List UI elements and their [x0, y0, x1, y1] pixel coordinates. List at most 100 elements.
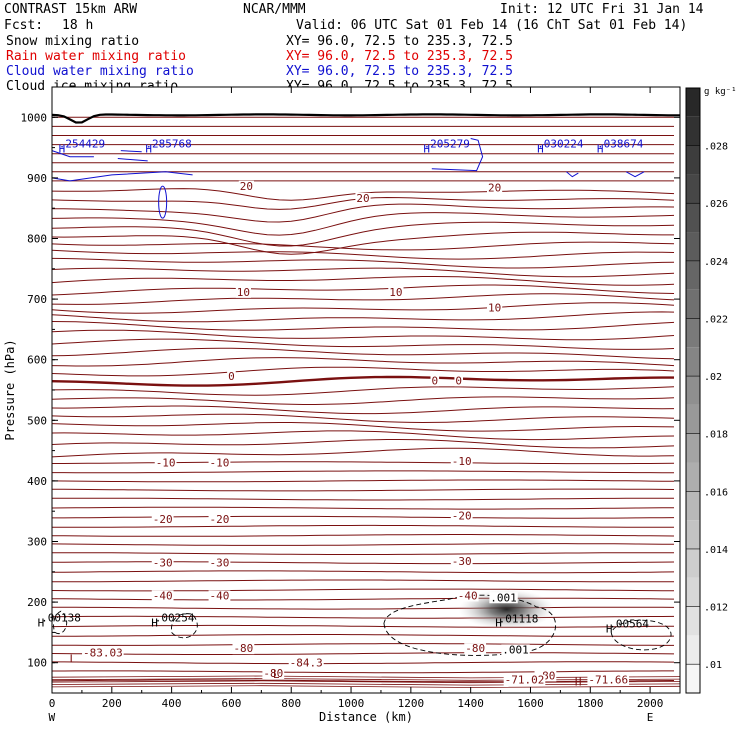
ice-extremum-marker: H [151, 616, 158, 629]
temp-extremum-value: -84.3 [290, 657, 323, 670]
isotherm-label: 10 [488, 302, 501, 315]
isotherm-label-bg [232, 643, 255, 655]
isotherm-line [51, 534, 675, 537]
field-snow-xy: XY= 96.0, 72.5 to 235.3, 72.5 [286, 34, 513, 49]
y-tick-label: 1000 [21, 111, 48, 124]
y-tick-label: 600 [27, 354, 47, 367]
colorbar-segment [686, 260, 700, 290]
colorbar-segment [686, 318, 700, 348]
isotherm-label-bg [227, 371, 236, 383]
isotherm-line [51, 624, 675, 628]
cloud-water-extremum-marker: H [597, 142, 604, 155]
x-tick-label: 600 [221, 697, 241, 710]
isotherm-line [51, 321, 675, 331]
colorbar-unit: g kg⁻¹ [704, 87, 737, 97]
isotherm-label: 0 [228, 370, 235, 383]
isotherm-label: -40 [458, 589, 478, 602]
east-label: E [647, 711, 654, 724]
field-snow-name: Snow mixing ratio [6, 34, 140, 49]
cloud-water-contour [566, 171, 579, 178]
x-tick-label: 1600 [517, 697, 544, 710]
isotherm-label: -10 [452, 455, 472, 468]
colorbar-tick-label: .01 [704, 660, 722, 671]
cloud-water-extremum-marker: H [423, 142, 430, 155]
isotherm-line [51, 430, 675, 441]
temp-extremum-value-bg [587, 674, 630, 686]
ice-contour [383, 594, 557, 656]
isotherm-line [52, 552, 674, 555]
y-tick-label: 300 [27, 536, 47, 549]
colorbar-segment [686, 88, 700, 117]
cloud-water-extremum-marker: H [59, 142, 66, 155]
isotherm-label-bg [430, 375, 440, 387]
isotherm-line [51, 488, 675, 492]
cloud-water-contours [51, 138, 645, 219]
isotherm-line [52, 634, 675, 637]
snow-maximum [458, 589, 555, 630]
colorbar-segment [686, 491, 700, 521]
x-tick-label: 1400 [457, 697, 484, 710]
isotherm-label-bg [151, 514, 174, 526]
isotherm-label: 20 [488, 182, 501, 195]
temp-extremum-value: -71.02 [505, 674, 545, 687]
isotherm-line [51, 543, 675, 546]
isotherm-label-bg [450, 455, 473, 467]
freezing-level-isotherm [51, 375, 674, 387]
isotherm-label-bg [454, 375, 464, 387]
isotherm-line [51, 479, 675, 483]
colorbar-segment [686, 606, 700, 636]
contour-labels: -80 -80-80 -80-40 -40 -40-30 -30 -30-20 -20 -20-… [38, 137, 650, 688]
axes: 0 200 400 600 800 1000 1200 1400 1600 1800 2000100… [3, 86, 681, 724]
isotherm-line [51, 652, 675, 655]
colorbar: .01 .012 .014 .016 .018 .02 .022 .024 .026 .028 g … [685, 87, 737, 694]
isotherm-line [52, 670, 674, 674]
cloud-water-extremum-marker: H [537, 142, 544, 155]
x-axis-label: Distance (km) [319, 710, 413, 724]
y-axis-label: Pressure (hPa) [3, 339, 17, 440]
x-tick-label: 2000 [637, 697, 664, 710]
cloud-water-contour [158, 185, 168, 219]
colorbar-segment [686, 635, 700, 665]
x-tick-label: 1200 [398, 697, 425, 710]
field-rain-name: Rain water mixing ratio [6, 49, 187, 64]
y-tick-label: 200 [27, 596, 47, 609]
isotherm-line [51, 643, 674, 646]
isotherm-line [51, 249, 675, 260]
isotherm-label-bg [388, 286, 404, 298]
temp-extremum-value-bg [288, 657, 324, 669]
colorbar-frame [685, 87, 701, 694]
isotherm-line [51, 257, 675, 269]
isotherm-label-bg [208, 514, 231, 526]
isotherm-label-bg [456, 590, 479, 602]
isotherm-line [51, 347, 675, 360]
ice-extremum-marker: H [495, 616, 502, 629]
isotherm-line [51, 338, 675, 350]
cloud-water-extremum-value: .038674 [597, 137, 644, 150]
colorbar-segment [686, 520, 700, 549]
isotherm-label: -20 [210, 513, 230, 526]
isotherm-line [51, 447, 675, 458]
x-tick-label: 200 [102, 697, 122, 710]
isotherm-line [51, 615, 675, 619]
colorbar-segment [686, 404, 700, 434]
isotherm-line [51, 497, 674, 501]
colorbar-segment [686, 347, 700, 377]
field-rain-xy: XY= 96.0, 72.5 to 235.3, 72.5 [286, 49, 513, 64]
ice-contour-label: .001 [490, 591, 517, 604]
isotherm-label-bg [464, 643, 487, 655]
isotherm-label: -30 [452, 555, 472, 568]
ground-surface [51, 113, 680, 124]
cloud-water-contour [117, 158, 148, 162]
isotherm-label: 10 [237, 286, 250, 299]
isotherm-label-bg [534, 670, 557, 682]
org-label: NCAR/MMM [243, 2, 306, 17]
fcst-value: 18 h [62, 18, 94, 33]
isotherm-line [51, 679, 675, 683]
isotherm-line [51, 357, 675, 367]
ice-extremum-value: .00138 [41, 611, 81, 624]
isotherm-line [52, 606, 675, 610]
isotherm-label-bg [450, 555, 473, 567]
isotherm-label-bg [154, 457, 177, 469]
isotherm-label: -10 [156, 457, 176, 470]
colorbar-tick-label: .026 [704, 199, 728, 210]
